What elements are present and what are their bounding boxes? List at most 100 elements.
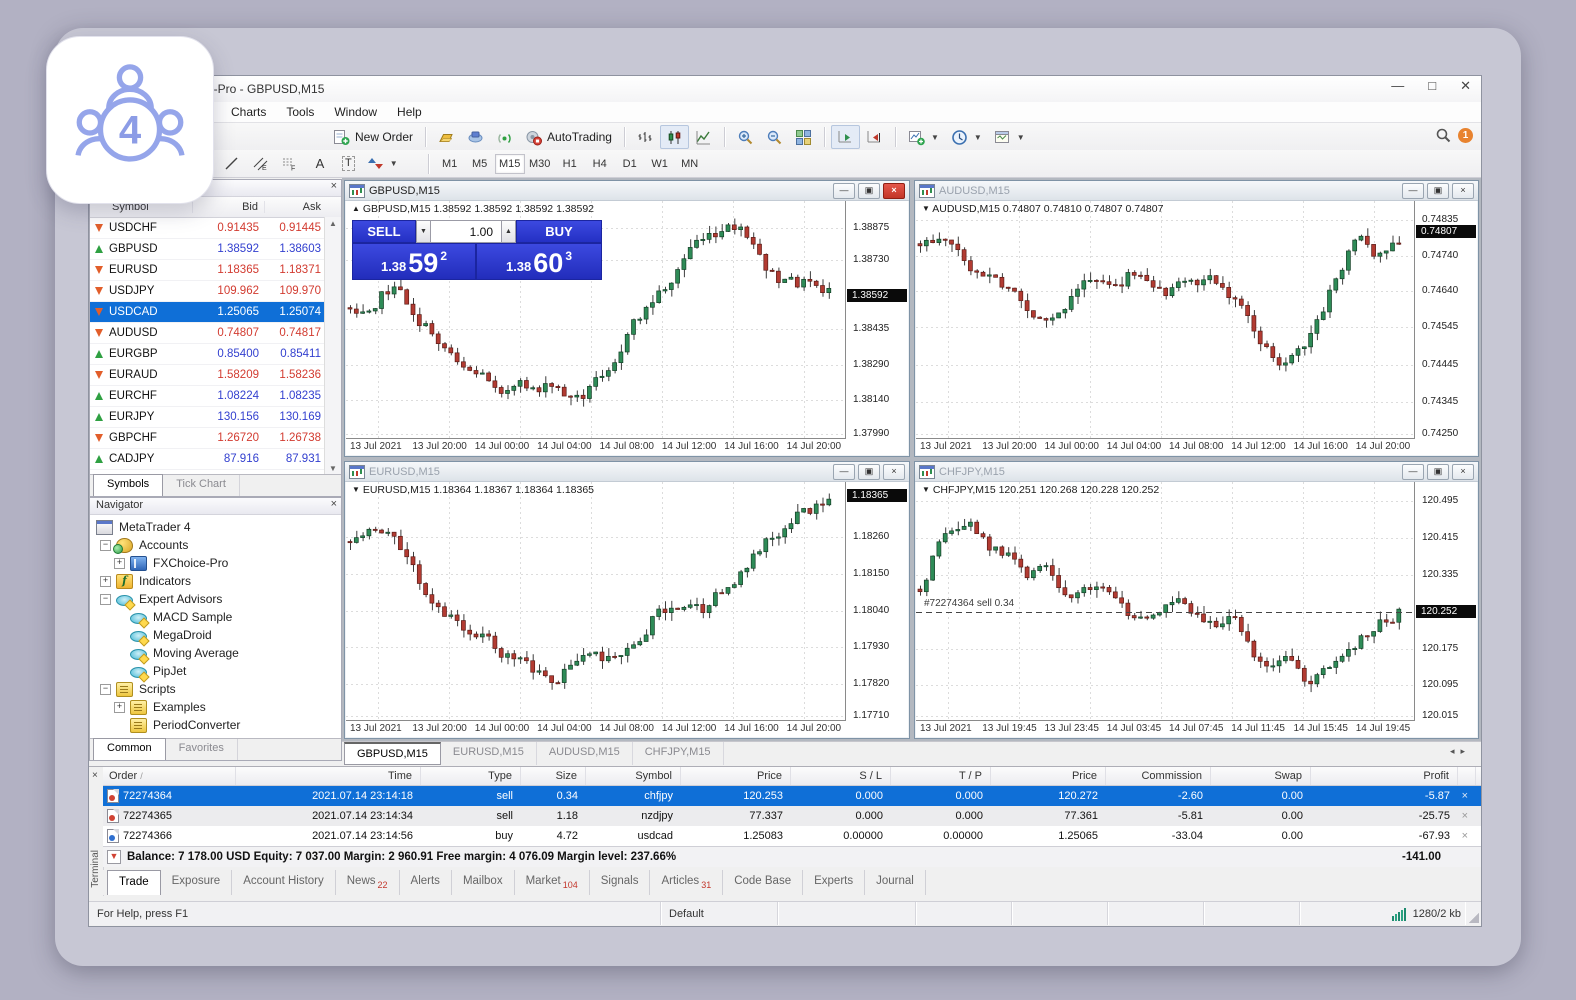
- chart-titlebar[interactable]: AUDUSD,M15 — ▣ ×: [915, 181, 1478, 201]
- close-icon[interactable]: ×: [1452, 182, 1474, 199]
- order-row-selected[interactable]: 72274364 2021.07.14 23:14:18 sell 0.34 chfj…: [103, 786, 1481, 806]
- timeframe-m30[interactable]: M30: [528, 157, 551, 170]
- tree-item-account[interactable]: + FXChoice-Pro: [90, 554, 341, 572]
- line-chart-button[interactable]: [689, 125, 718, 149]
- tab-articles[interactable]: Articles 31: [650, 870, 724, 895]
- timeframe-h1[interactable]: H1: [562, 157, 577, 170]
- minimize-icon[interactable]: —: [1391, 78, 1405, 93]
- minimize-icon[interactable]: —: [1402, 463, 1424, 480]
- collapse-icon[interactable]: −: [100, 539, 111, 551]
- scrollbar[interactable]: ▲ ▼: [324, 217, 341, 475]
- symbol-row[interactable]: USDCHF 0.91435 0.91445: [90, 218, 341, 239]
- minimize-icon[interactable]: —: [833, 182, 855, 199]
- symbol-row[interactable]: GBPCHF 1.26720 1.26738: [90, 428, 341, 449]
- close-icon[interactable]: ×: [92, 770, 98, 781]
- tab-trade[interactable]: Trade: [107, 870, 161, 895]
- bar-chart-button[interactable]: [631, 125, 660, 149]
- buy-button[interactable]: BUY: [516, 220, 602, 243]
- symbol-row-selected[interactable]: USDCAD 1.25065 1.25074: [90, 302, 341, 323]
- price-plot[interactable]: [916, 482, 1415, 721]
- column-order[interactable]: Order /: [103, 767, 236, 785]
- price-plot[interactable]: [916, 201, 1415, 439]
- symbol-row[interactable]: EURGBP 0.85400 0.85411: [90, 344, 341, 365]
- tree-item-scripts[interactable]: − Scripts: [90, 680, 341, 698]
- column-time[interactable]: Time: [236, 767, 421, 785]
- tree-item-metatrader4[interactable]: MetaTrader 4: [90, 518, 341, 536]
- price-plot[interactable]: [346, 201, 846, 439]
- close-icon[interactable]: ×: [883, 463, 905, 480]
- tab-tick-chart[interactable]: Tick Chart: [163, 475, 240, 496]
- volume-up-button[interactable]: ▲: [501, 220, 516, 243]
- zoom-in-button[interactable]: [731, 125, 760, 149]
- tree-item-macd-sample[interactable]: +MACD Sample: [90, 608, 341, 626]
- symbol-row[interactable]: CADJPY 87.916 87.931: [90, 449, 341, 470]
- sell-price[interactable]: 1.38 59 2: [352, 243, 476, 280]
- expand-icon[interactable]: +: [114, 701, 125, 713]
- publisher-button[interactable]: [461, 125, 490, 149]
- signals-button[interactable]: [490, 125, 519, 149]
- title-bar[interactable]: e-Pro - GBPUSD,M15 — □ ✕: [89, 76, 1481, 103]
- tab-code-base[interactable]: Code Base: [723, 870, 804, 895]
- tab-account-history[interactable]: Account History: [232, 870, 336, 895]
- resize-grip[interactable]: [1465, 902, 1481, 925]
- tab-journal[interactable]: Journal: [865, 870, 926, 895]
- tab-signals[interactable]: Signals: [590, 870, 651, 895]
- close-order-icon[interactable]: ×: [1461, 830, 1468, 842]
- gold-symbol-button[interactable]: [432, 125, 461, 149]
- volume-input[interactable]: 1.00: [431, 220, 501, 243]
- chart-titlebar[interactable]: CHFJPY,M15 — ▣ ×: [915, 462, 1478, 482]
- close-icon[interactable]: ✕: [1460, 78, 1471, 93]
- scroll-down-icon[interactable]: ▼: [329, 464, 337, 473]
- column-bid[interactable]: Bid: [193, 201, 265, 213]
- autotrading-button[interactable]: AutoTrading: [519, 125, 618, 149]
- column-size[interactable]: Size: [521, 767, 586, 785]
- tab-alerts[interactable]: Alerts: [400, 870, 452, 895]
- label-tool-button[interactable]: T: [336, 152, 361, 176]
- tree-item-examples[interactable]: + Examples: [90, 698, 341, 716]
- periods-button[interactable]: ▼: [945, 125, 988, 149]
- symbol-row[interactable]: GBPUSD 1.38592 1.38603: [90, 239, 341, 260]
- column-ask[interactable]: Ask: [302, 201, 321, 213]
- column-symbol[interactable]: Symbol: [90, 201, 193, 213]
- tab-symbols[interactable]: Symbols: [93, 474, 164, 496]
- restore-icon[interactable]: ▣: [1427, 182, 1449, 199]
- notification-badge[interactable]: 1: [1458, 128, 1473, 143]
- timeframe-m5[interactable]: M5: [472, 157, 488, 170]
- tab-exposure[interactable]: Exposure: [161, 870, 233, 895]
- buy-price[interactable]: 1.38 60 3: [476, 243, 602, 280]
- timeframe-h4[interactable]: H4: [592, 157, 607, 170]
- restore-icon[interactable]: ▣: [858, 463, 880, 480]
- timeframe-w1[interactable]: W1: [651, 157, 668, 170]
- tree-item-expert-advisors[interactable]: − Expert Advisors: [90, 590, 341, 608]
- column-profit[interactable]: Profit: [1311, 767, 1458, 785]
- new-order-button[interactable]: New Order: [327, 125, 419, 149]
- zoom-out-button[interactable]: [760, 125, 789, 149]
- tree-item-accounts[interactable]: − Accounts: [90, 536, 341, 554]
- close-icon[interactable]: ×: [1452, 463, 1474, 480]
- chart-tab-eurusd[interactable]: EURUSD,M15: [441, 742, 537, 765]
- trendline-tool-button[interactable]: [217, 152, 246, 176]
- tab-experts[interactable]: Experts: [803, 870, 866, 895]
- text-tool-button[interactable]: A: [304, 152, 336, 176]
- menu-window[interactable]: Window: [334, 105, 378, 119]
- chart-tab-chfjpy[interactable]: CHFJPY,M15: [633, 742, 724, 765]
- expand-icon[interactable]: +: [100, 575, 111, 587]
- column-symbol[interactable]: Symbol: [586, 767, 681, 785]
- chart-titlebar[interactable]: GBPUSD,M15 — ▣ ×: [345, 181, 909, 201]
- tab-common[interactable]: Common: [93, 738, 166, 760]
- templates-button[interactable]: ▼: [988, 125, 1031, 149]
- volume-down-button[interactable]: ▼: [416, 220, 431, 243]
- menu-charts[interactable]: Charts: [231, 105, 267, 119]
- indicators-add-button[interactable]: ▼: [902, 125, 945, 149]
- column-price2[interactable]: Price: [991, 767, 1106, 785]
- close-order-icon[interactable]: ×: [1461, 790, 1468, 802]
- search-icon[interactable]: [1435, 127, 1452, 144]
- status-profile[interactable]: Default: [661, 902, 778, 925]
- column-tp[interactable]: T / P: [891, 767, 991, 785]
- collapse-icon[interactable]: −: [100, 593, 111, 605]
- column-type[interactable]: Type: [421, 767, 521, 785]
- fibonacci-tool-button[interactable]: F: [275, 152, 304, 176]
- tab-news[interactable]: News 22: [336, 870, 400, 895]
- symbol-row[interactable]: EURCHF 1.08224 1.08235: [90, 386, 341, 407]
- autoscroll-button[interactable]: [830, 125, 860, 149]
